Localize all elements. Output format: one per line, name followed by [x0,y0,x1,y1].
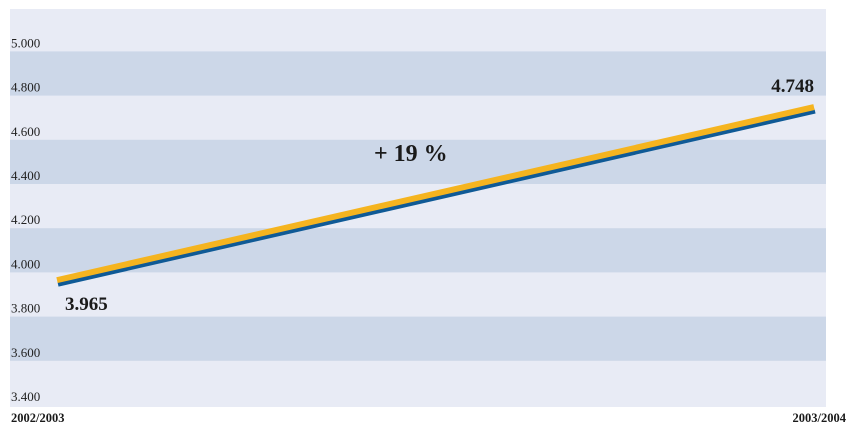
y-tick-label: 5.000 [11,35,40,50]
grid-band [10,139,826,184]
x-tick-label: 2002/2003 [11,411,64,425]
y-tick-label: 3.400 [11,389,40,404]
y-tick-label: 4.400 [11,168,40,183]
grid-band [10,51,826,96]
y-tick-label: 3.600 [11,345,40,360]
y-tick-label: 4.200 [11,212,40,227]
grid-band [10,316,826,361]
x-tick-label: 2003/2004 [793,411,847,425]
y-axis-tick-labels: 3.400 3.600 3.800 4.000 4.200 4.400 4.600 4.800… [11,35,40,404]
grid-bands [10,9,826,407]
series-lines [56,104,816,287]
y-tick-label: 3.800 [11,301,40,316]
y-tick-label: 4.000 [11,256,40,271]
data-label: 4.748 [771,76,814,97]
series-line-shadow [57,108,816,287]
y-tick-label: 4.800 [11,80,40,95]
change-annotation: + 19 % [374,141,448,167]
data-label: 3.965 [65,294,108,315]
y-tick-label: 4.600 [11,124,40,139]
series-line [56,104,815,284]
chart-labels: 2002/2003 2003/2004 3.965 4.748 + 19 % [11,76,847,425]
